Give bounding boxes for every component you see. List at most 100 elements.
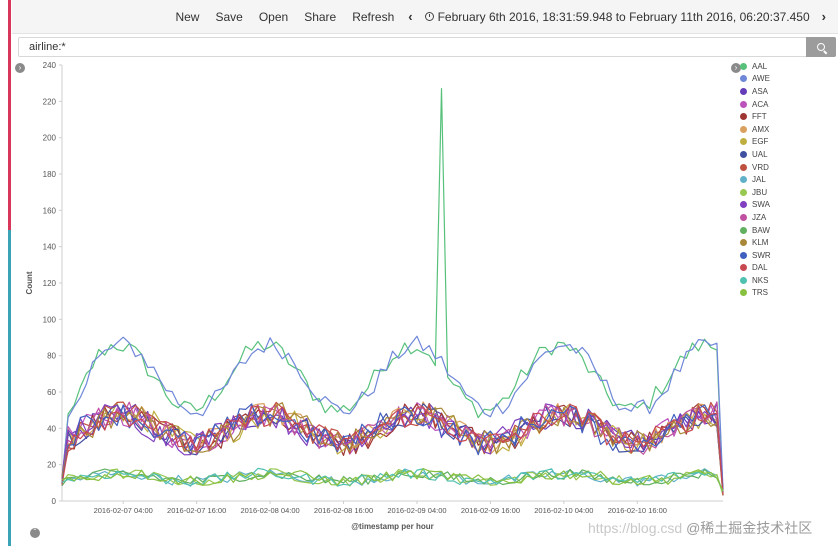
legend-item-aca[interactable]: ACA — [740, 98, 830, 111]
legend-item-baw[interactable]: BAW — [740, 224, 830, 237]
accent-teal — [8, 230, 11, 546]
legend-dot — [740, 87, 747, 95]
legend-label: SWA — [752, 200, 770, 210]
legend-item-klm[interactable]: KLM — [740, 236, 830, 249]
y-tick-label: 120 — [43, 279, 57, 288]
legend-dot — [740, 188, 747, 196]
y-tick-label: 240 — [43, 61, 57, 70]
legend-item-swa[interactable]: SWA — [740, 199, 830, 212]
clock-icon — [424, 12, 434, 21]
save-button[interactable]: Save — [215, 9, 243, 24]
legend-label: VRD — [752, 162, 769, 172]
chart-svg: 0 20 40 60 80 100 120 140 160 180 200 220 240 2016-02… — [25, 61, 724, 531]
share-button[interactable]: Share — [304, 9, 337, 24]
time-range-text: February 6th 2016, 18:31:59.948 to Febru… — [437, 9, 810, 24]
legend-dot — [740, 264, 747, 272]
legend-item-jal[interactable]: JAL — [740, 173, 830, 186]
legend-label: TRS — [752, 288, 768, 298]
legend-label: AMX — [752, 124, 770, 134]
collapse-left-icon[interactable]: › — [15, 63, 25, 73]
legend-label: BAW — [752, 225, 770, 235]
legend-item-swr[interactable]: SWR — [740, 249, 830, 262]
legend-item-ual[interactable]: UAL — [740, 148, 830, 161]
y-tick-label: 180 — [43, 170, 57, 179]
legend-dot — [740, 251, 747, 259]
line-chart: 0 20 40 60 80 100 120 140 160 180 200 220 240 2016-02… — [20, 60, 726, 542]
new-button[interactable]: New — [175, 9, 200, 24]
x-tick-label: 2016-02-10 04:00 — [534, 506, 593, 515]
legend-dot — [740, 62, 747, 70]
legend-label: JAL — [752, 175, 766, 185]
legend-label: SWR — [752, 250, 771, 260]
refresh-button[interactable]: Refresh — [352, 9, 395, 24]
y-tick-label: 220 — [43, 97, 57, 106]
legend-item-trs[interactable]: TRS — [740, 287, 830, 300]
legend-label: AWE — [752, 74, 770, 84]
y-tick-label: 160 — [43, 206, 57, 215]
search-input[interactable] — [19, 38, 807, 56]
y-tick-label: 80 — [47, 352, 56, 361]
legend-dot — [740, 276, 747, 284]
legend-item-egf[interactable]: EGF — [740, 136, 830, 149]
legend-label: ASA — [752, 86, 769, 96]
legend-dot — [740, 150, 747, 158]
x-tick-label: 2016-02-07 16:00 — [167, 506, 226, 515]
x-tick-label: 2016-02-08 16:00 — [314, 506, 373, 515]
legend-label: FFT — [752, 112, 767, 122]
legend-dot — [740, 213, 747, 221]
accent-red — [8, 0, 11, 230]
x-tick-label: 2016-02-08 04:00 — [240, 506, 299, 515]
expand-bottom-icon[interactable]: ˆ — [30, 528, 40, 538]
legend-item-asa[interactable]: ASA — [740, 85, 830, 98]
legend-dot — [740, 125, 747, 133]
legend-item-jbu[interactable]: JBU — [740, 186, 830, 199]
legend-item-awe[interactable]: AWE — [740, 73, 830, 86]
series-line-swa — [61, 403, 724, 492]
y-axis-label: Count — [25, 271, 34, 294]
y-tick-label: 20 — [47, 461, 56, 470]
legend-dot — [740, 289, 747, 297]
legend-item-vrd[interactable]: VRD — [740, 161, 830, 174]
y-tick-label: 40 — [47, 424, 56, 433]
legend-item-dal[interactable]: DAL — [740, 262, 830, 275]
watermark-brand: @稀土掘金技术社区 — [686, 520, 813, 536]
watermark-url: https://blog.csd — [588, 520, 683, 536]
legend-label: ACA — [752, 99, 769, 109]
y-tick-label: 140 — [43, 243, 57, 252]
legend-item-nks[interactable]: NKS — [740, 274, 830, 287]
x-tick-label: 2016-02-10 16:00 — [608, 506, 667, 515]
watermark: https://blog.csd @稀土掘金技术社区 — [588, 518, 812, 538]
legend-label: DAL — [752, 263, 768, 273]
legend-label: AAL — [752, 61, 768, 71]
y-tick-label: 200 — [43, 134, 57, 143]
legend-item-amx[interactable]: AMX — [740, 123, 830, 136]
open-button[interactable]: Open — [258, 9, 289, 24]
time-range-picker[interactable]: February 6th 2016, 18:31:59.948 to Febru… — [424, 9, 810, 24]
series-line-swr — [61, 403, 724, 492]
chart-legend: AAL AWE ASA ACA FFT AMX EGF UAL VRD JAL JBU SWA JZA B… — [740, 60, 830, 299]
legend-item-aal[interactable]: AAL — [740, 60, 830, 73]
search-button[interactable] — [806, 37, 836, 57]
legend-dot — [740, 138, 747, 146]
y-tick-label: 0 — [52, 497, 57, 506]
chevron-right-icon[interactable]: › — [821, 9, 826, 24]
y-tick-label: 60 — [47, 388, 56, 397]
x-tick-label: 2016-02-09 04:00 — [387, 506, 446, 515]
legend-item-fft[interactable]: FFT — [740, 110, 830, 123]
legend-label: KLM — [752, 238, 769, 248]
x-axis-label: @timestamp per hour — [351, 522, 433, 531]
legend-label: JBU — [752, 187, 768, 197]
series-line-fft — [61, 402, 724, 495]
y-tick-label: 100 — [43, 315, 57, 324]
series-line-dal — [61, 403, 724, 496]
collapse-legend-icon[interactable]: › — [731, 63, 741, 73]
legend-item-jza[interactable]: JZA — [740, 211, 830, 224]
x-tick-label: 2016-02-09 16:00 — [461, 506, 520, 515]
legend-dot — [740, 75, 747, 83]
legend-label: EGF — [752, 137, 769, 147]
chevron-left-icon[interactable]: ‹ — [408, 9, 413, 24]
legend-dot — [740, 226, 747, 234]
legend-dot — [740, 176, 747, 184]
left-accent-bar — [0, 0, 12, 546]
x-tick-label: 2016-02-07 04:00 — [94, 506, 153, 515]
